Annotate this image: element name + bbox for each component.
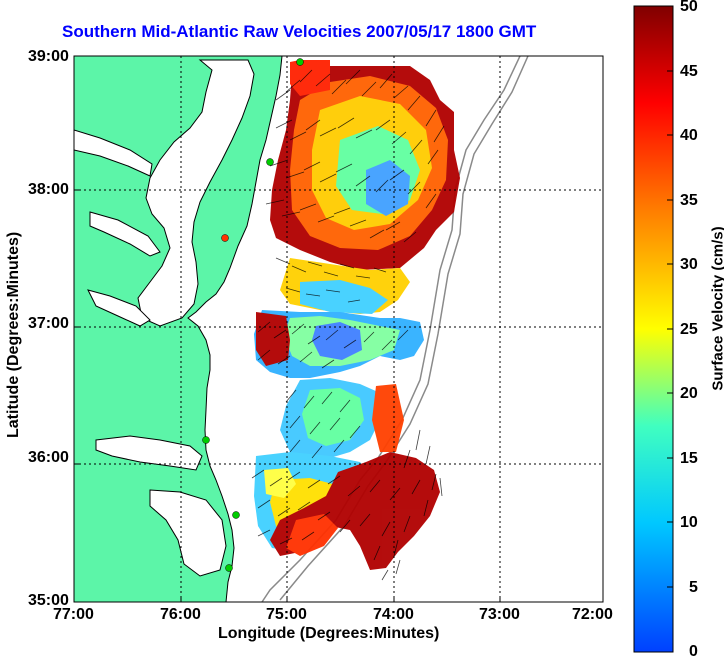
- map-canvas: [0, 0, 724, 659]
